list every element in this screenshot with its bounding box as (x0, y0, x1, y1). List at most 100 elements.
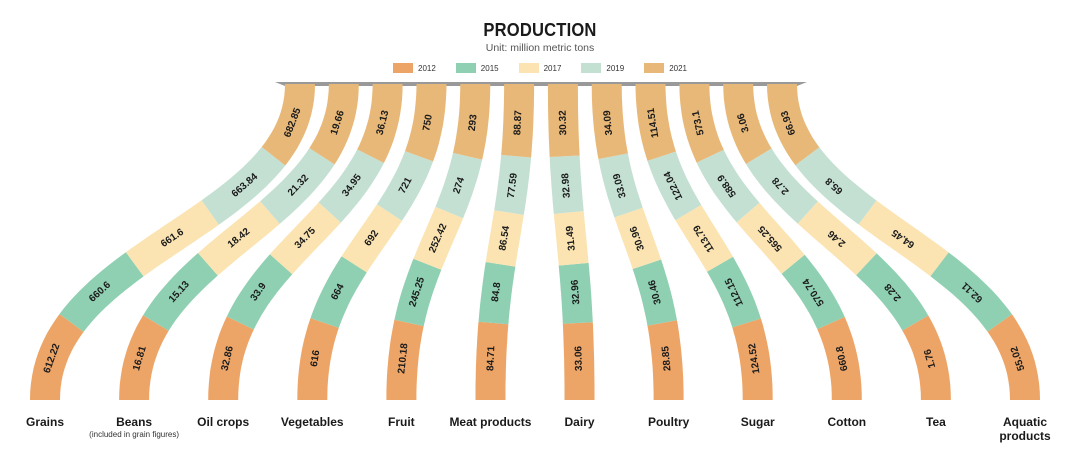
segment-2015 (632, 259, 677, 326)
legend-item-2012: 2012 (393, 63, 436, 73)
category-label: Cotton (827, 415, 866, 429)
segment-2019 (696, 149, 760, 223)
legend-label-2015: 2015 (480, 63, 499, 73)
legend-swatch-2021 (644, 63, 665, 73)
legend-label-2017: 2017 (543, 63, 562, 73)
legend-label-2019: 2019 (606, 63, 625, 73)
category-label: Oil crops (197, 415, 249, 429)
legend-swatch-2017 (518, 63, 539, 73)
data-label: 3.06 (736, 111, 752, 133)
data-label: 750 (421, 113, 435, 132)
segment-2015 (558, 262, 593, 324)
segment-2021 (309, 84, 359, 165)
category-note: (included in grain figures) (89, 430, 179, 439)
legend-label-2021: 2021 (669, 63, 687, 73)
data-label: 32.96 (570, 279, 583, 305)
segment-2021 (723, 84, 772, 164)
segment-2012 (732, 318, 773, 400)
chart-title: PRODUCTION (483, 20, 597, 40)
segment-2019 (260, 148, 335, 224)
segment-2021 (679, 84, 724, 163)
segment-2019 (201, 147, 286, 225)
category-label: Tea (926, 415, 946, 429)
segment-2012 (119, 315, 169, 400)
segment-2019 (745, 148, 818, 224)
data-label: 114.51 (646, 107, 662, 139)
data-label: 86.54 (497, 225, 512, 252)
segment-2019 (598, 153, 643, 218)
category-label: Meat products (449, 415, 531, 429)
category-label: Vegetables (281, 415, 344, 429)
segment-2017 (858, 200, 949, 277)
segment-2015 (930, 252, 1012, 332)
segment-2015 (226, 254, 293, 330)
segment-2019 (377, 151, 434, 221)
data-label: 293 (467, 113, 480, 131)
segment-2015 (394, 258, 442, 327)
legend-label-2012: 2012 (418, 63, 436, 73)
segment-2019 (318, 149, 384, 223)
segment-2015 (781, 254, 845, 330)
segment-2015 (143, 253, 218, 331)
data-label: 33.06 (573, 345, 585, 371)
segment-2019 (435, 152, 483, 219)
category-label: Grains (26, 415, 64, 429)
legend-swatch-2019 (581, 63, 602, 73)
data-label: 28.85 (660, 345, 673, 371)
fan-top-cap (275, 82, 807, 86)
segment-2017 (198, 201, 280, 276)
legend-item-2019: 2019 (581, 63, 624, 73)
segment-2017 (485, 210, 524, 267)
segment-2021 (591, 84, 628, 159)
legend: 2012 2015 2017 2019 2021 (0, 63, 1080, 73)
segment-2019 (647, 151, 702, 221)
segment-2017 (341, 204, 402, 273)
segment-2017 (614, 207, 662, 269)
segment-2012 (902, 315, 951, 400)
segment-2012 (30, 314, 84, 400)
legend-swatch-2012 (393, 63, 413, 73)
data-label: 210.18 (396, 342, 410, 374)
data-label: 88.87 (512, 110, 524, 136)
category-label: Poultry (648, 415, 690, 429)
segment-2017 (797, 201, 877, 276)
legend-item-2015: 2015 (455, 63, 499, 73)
segment-2017 (736, 202, 805, 274)
segment-2012 (208, 316, 254, 400)
segment-2021 (357, 84, 403, 163)
data-label: 84.71 (485, 345, 497, 371)
segment-2021 (453, 84, 491, 160)
legend-item-2021: 2021 (644, 63, 687, 73)
category-label: Dairy (565, 415, 595, 429)
segment-2012 (987, 314, 1040, 400)
segment-2021 (405, 84, 447, 162)
segment-2021 (261, 84, 315, 166)
data-label: 84.8 (490, 281, 503, 302)
segment-2017 (675, 204, 733, 272)
category-label: Sugar (741, 415, 775, 429)
legend-swatch-2015 (455, 63, 476, 73)
data-label: 1.76 (922, 347, 938, 369)
segment-2015 (856, 253, 929, 331)
segment-2019 (549, 155, 584, 214)
data-label: 274 (451, 176, 467, 196)
data-label: 32.98 (560, 172, 573, 198)
segment-2017 (553, 211, 589, 266)
data-label: 30.32 (558, 110, 570, 136)
data-label: 31.49 (564, 225, 577, 251)
segment-2015 (59, 252, 144, 332)
segment-2021 (767, 84, 820, 166)
category-label: Aquatic (1003, 415, 1047, 429)
segment-2021 (547, 84, 580, 157)
segment-2012 (562, 322, 595, 400)
data-label: 660.8 (834, 345, 850, 372)
ribbon-dairy: 33.06 32.96 31.49 32.98 30.32 (547, 84, 595, 400)
segment-2019 (494, 154, 532, 215)
